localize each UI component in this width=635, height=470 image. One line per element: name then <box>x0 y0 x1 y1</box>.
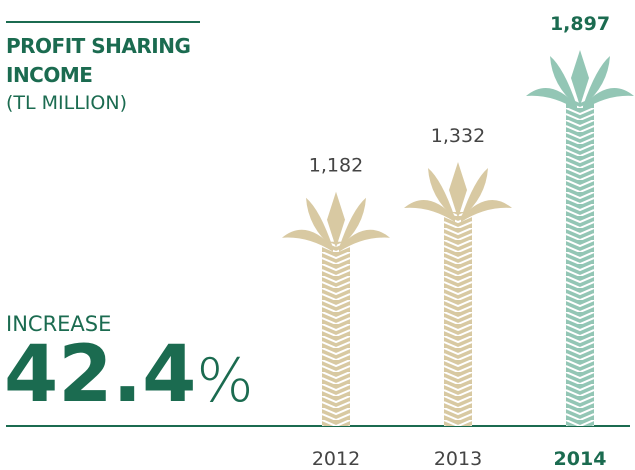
annotation-unit: % <box>196 346 253 416</box>
annotation-number: 42.4 <box>4 330 196 420</box>
trunk <box>444 212 472 426</box>
x-tick-label: 2014 <box>554 448 607 470</box>
x-tick-label: 2012 <box>312 448 360 470</box>
trunk <box>566 100 594 426</box>
value-label: 1,332 <box>431 125 485 147</box>
value-label: 1,897 <box>550 13 610 35</box>
x-tick-label: 2013 <box>434 448 482 470</box>
trunk <box>322 242 350 426</box>
value-label: 1,182 <box>309 155 363 177</box>
chart-title: PROFIT SHARING INCOME <box>6 32 206 90</box>
annotation-value: 42.4% <box>4 330 253 420</box>
chart-subtitle: (TL MILLION) <box>6 92 127 114</box>
pictogram-bar <box>404 162 512 426</box>
page: INCREASE 42.4% 1,18220121,33220131,89720… <box>0 0 635 470</box>
pictogram-bar <box>526 50 634 426</box>
pictogram-bar <box>282 192 390 426</box>
